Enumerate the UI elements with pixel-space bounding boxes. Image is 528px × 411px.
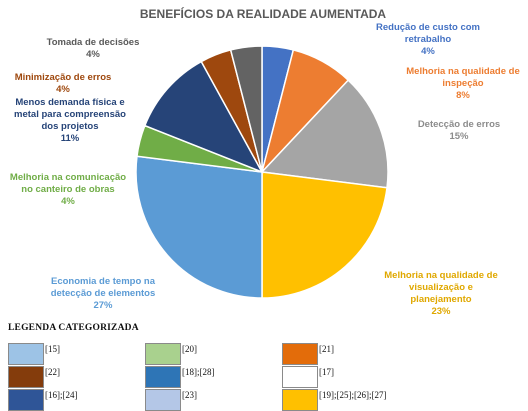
slice-label-5: Economia de tempo na detecção de elemento… [51, 276, 156, 311]
legend-label: [20] [182, 344, 197, 354]
legend-label: [16];[24] [45, 390, 78, 400]
legend-label: [23] [182, 390, 197, 400]
slice-label-4: Melhoria na qualidade de visualização e pl… [384, 270, 498, 317]
slice-label-2: Melhoria na qualidade de inspeção 8% [406, 66, 520, 101]
slice-label-1: Redução de custo com retrabalho 4% [376, 22, 480, 57]
slice-label-7: Menos demanda física e metal para compree… [14, 97, 126, 144]
legend-swatch [8, 366, 44, 388]
legend-swatch [145, 366, 181, 388]
pie-slice-4 [261, 171, 388, 299]
slice-label-3: Detecção de erros 15% [418, 119, 500, 142]
legend-swatch [282, 343, 318, 365]
pie-slice-9 [229, 45, 263, 173]
legend-label: [19];[25];[26];[27] [319, 390, 387, 400]
legend-swatch [145, 343, 181, 365]
legend-label: [22] [45, 367, 60, 377]
legend-swatch [282, 366, 318, 388]
legend-label: [21] [319, 344, 334, 354]
pie-slice-3 [260, 79, 389, 189]
pie-slices [135, 45, 389, 299]
legend-label: [17] [319, 367, 334, 377]
pie-slice-5 [135, 155, 263, 299]
slice-labels: Redução de custo com retrabalho 4% Melhoria… [10, 22, 520, 317]
legend-label: [18];[28] [182, 367, 215, 377]
slice-label-6: Melhoria na comunicação no canteiro de ob… [10, 172, 126, 207]
slice-label-8: Minimização de erros 4% [15, 72, 112, 95]
legend-title: LEGENDA CATEGORIZADA [8, 323, 139, 333]
chart-title: BENEFÍCIOS DA REALIDADE AUMENTADA [140, 6, 387, 21]
legend-label: [15] [45, 344, 60, 354]
legend-swatch [8, 343, 44, 365]
pie-slice-7 [143, 60, 264, 174]
slice-label-9: Tomada de decisões 4% [47, 37, 140, 60]
